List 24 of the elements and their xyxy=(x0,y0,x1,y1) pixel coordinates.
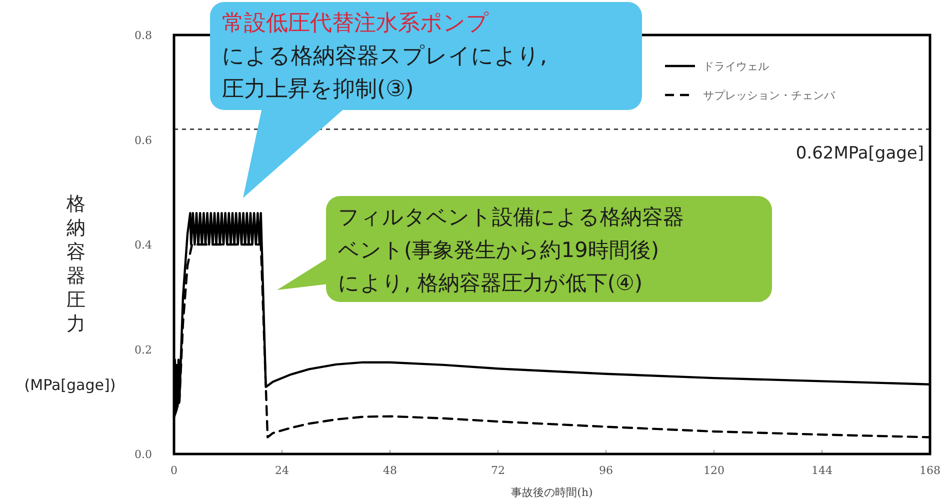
text: 格納容器圧力 (MPa[gage]) xyxy=(24,193,116,394)
ref-line-label: 0.62MPa[gage] xyxy=(796,143,924,164)
x-tick-label: 120 xyxy=(704,464,724,477)
y-tick-label: 0.2 xyxy=(134,343,152,356)
legend-label: ドライウェル xyxy=(703,60,769,73)
x-tick-label: 72 xyxy=(491,464,505,477)
x-tick-label: 0 xyxy=(170,464,178,477)
x-tick-label: 168 xyxy=(920,464,940,477)
annotation: による格納容器スプレイにより, xyxy=(222,44,547,69)
y-tick-label: 0.4 xyxy=(134,238,152,252)
annotation: 常設低圧代替注水系ポンプ xyxy=(222,11,489,36)
legend-label: サプレッション・チェンバ xyxy=(703,89,836,102)
x-tick-label: 48 xyxy=(383,464,397,477)
y-tick-label: 0.6 xyxy=(134,134,152,147)
x-tick-label: 96 xyxy=(599,464,613,477)
annotation: フィルタベント設備による格納容器 xyxy=(338,205,684,229)
annotation: ベント(事象発生から約19時間後) xyxy=(338,238,660,262)
annotation: により, 格納容器圧力が低下(④) xyxy=(338,271,643,295)
x-axis-title: 事故後の時間(h) xyxy=(511,486,593,499)
y-tick-label: 0.8 xyxy=(134,29,152,42)
y-tick-label: 0.0 xyxy=(134,448,152,461)
annotation: 圧力上昇を抑制(③) xyxy=(222,77,414,102)
x-tick-label: 144 xyxy=(812,464,832,477)
x-tick-label: 24 xyxy=(275,464,289,477)
